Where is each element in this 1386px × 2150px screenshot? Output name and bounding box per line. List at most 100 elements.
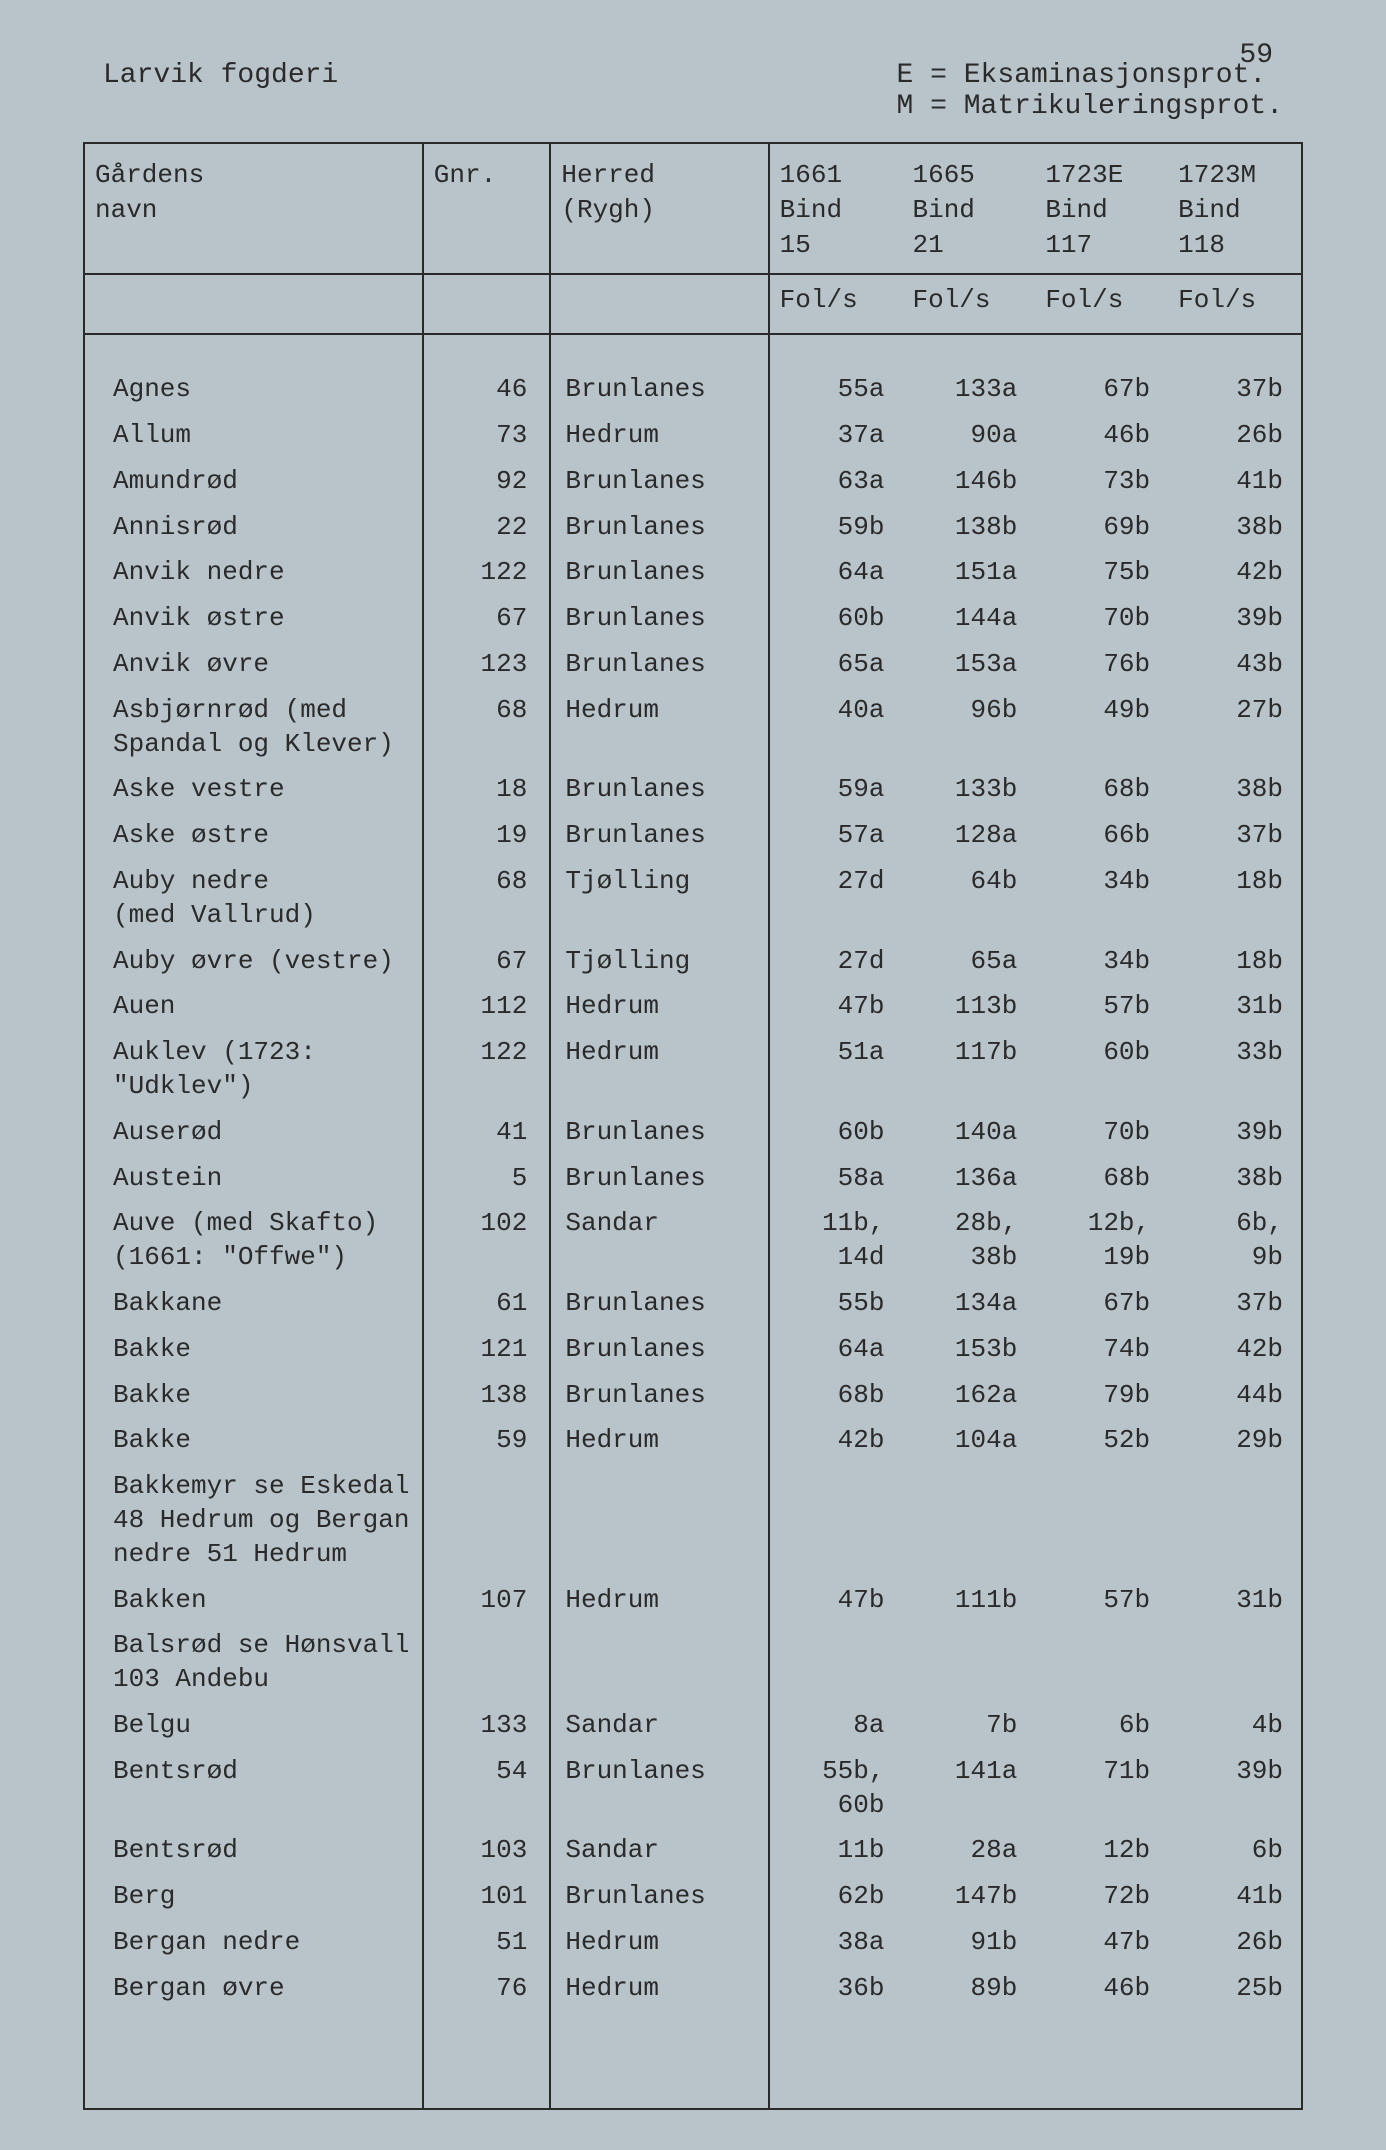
cell-1665: 136a xyxy=(902,1156,1035,1202)
cell-1661: 55b, 60b xyxy=(769,1749,903,1829)
cell-1723e: 74b xyxy=(1035,1327,1168,1373)
table-header: Gårdens navn Gnr. Herred (Rygh) 1661 Bin… xyxy=(85,144,1301,334)
cell-1723e: 67b xyxy=(1035,367,1168,413)
cell-1723m: 39b xyxy=(1168,596,1301,642)
cell-1723e: 46b xyxy=(1035,413,1168,459)
cell-gnr: 46 xyxy=(423,367,551,413)
header-row-1: Gårdens navn Gnr. Herred (Rygh) 1661 Bin… xyxy=(85,144,1301,274)
fols-1: Fol/s xyxy=(769,274,903,334)
cell-gnr: 59 xyxy=(423,1418,551,1464)
table-row: Bakkane61Brunlanes55b134a67b37b xyxy=(85,1281,1301,1327)
cell-1661: 37a xyxy=(769,413,903,459)
cell-name: Amundrød xyxy=(85,459,423,505)
cell-1661: 38a xyxy=(769,1920,903,1966)
cell-herred: Brunlanes xyxy=(550,1874,768,1920)
cell-1661: 60b xyxy=(769,596,903,642)
cell-1723m: 41b xyxy=(1168,459,1301,505)
table-row: Auby nedre (med Vallrud)68Tjølling27d64b… xyxy=(85,859,1301,939)
cell-1665: 140a xyxy=(902,1110,1035,1156)
cell-1665: 28b, 38b xyxy=(902,1201,1035,1281)
table-row: Balsrød se Hønsvall 103 Andebu xyxy=(85,1623,1301,1703)
cell-1723m: 29b xyxy=(1168,1418,1301,1464)
cell-1665: 91b xyxy=(902,1920,1035,1966)
cell-herred: Brunlanes xyxy=(550,550,768,596)
cell-herred: Tjølling xyxy=(550,939,768,985)
table-row: Bakke138Brunlanes68b162a79b44b xyxy=(85,1373,1301,1419)
cell-herred: Hedrum xyxy=(550,1966,768,2012)
table-container: Gårdens navn Gnr. Herred (Rygh) 1661 Bin… xyxy=(83,142,1303,2110)
fols-4: Fol/s xyxy=(1168,274,1301,334)
cell-1723e: 69b xyxy=(1035,505,1168,551)
cell-1723m: 37b xyxy=(1168,813,1301,859)
spacer-row xyxy=(85,2076,1301,2108)
cell-name: Auen xyxy=(85,984,423,1030)
cell-1723e: 70b xyxy=(1035,1110,1168,1156)
cell-1723m: 25b xyxy=(1168,1966,1301,2012)
col-herred-l1: Herred xyxy=(561,160,655,190)
cell-herred: Brunlanes xyxy=(550,1156,768,1202)
cell-name: Austein xyxy=(85,1156,423,1202)
cell-herred: Hedrum xyxy=(550,1030,768,1110)
cell-1723e xyxy=(1035,1464,1168,1577)
spacer-row xyxy=(85,334,1301,367)
cell-1665: 7b xyxy=(902,1703,1035,1749)
cell-1665: 111b xyxy=(902,1578,1035,1624)
table-row: Amundrød92Brunlanes63a146b73b41b xyxy=(85,459,1301,505)
cell-herred: Brunlanes xyxy=(550,1281,768,1327)
table-row: Bergan nedre51Hedrum38a91b47b26b xyxy=(85,1920,1301,1966)
cell-name: Auserød xyxy=(85,1110,423,1156)
cell-gnr: 51 xyxy=(423,1920,551,1966)
cell-gnr: 122 xyxy=(423,1030,551,1110)
cell-1723m: 27b xyxy=(1168,688,1301,768)
cell-gnr: 41 xyxy=(423,1110,551,1156)
cell-1661: 62b xyxy=(769,1874,903,1920)
cell-1723e: 49b xyxy=(1035,688,1168,768)
header-legend: E = Eksaminasjonsprot. M = Matrikulering… xyxy=(897,60,1283,122)
cell-herred: Hedrum xyxy=(550,688,768,768)
cell-herred: Brunlanes xyxy=(550,596,768,642)
cell-herred: Hedrum xyxy=(550,1578,768,1624)
table-row: Anvik øvre123Brunlanes65a153a76b43b xyxy=(85,642,1301,688)
cell-1723m: 39b xyxy=(1168,1749,1301,1829)
table-row: Auby øvre (vestre)67Tjølling27d65a34b18b xyxy=(85,939,1301,985)
cell-name: Agnes xyxy=(85,367,423,413)
fols-2: Fol/s xyxy=(902,274,1035,334)
cell-1723e: 34b xyxy=(1035,859,1168,939)
cell-1665: 162a xyxy=(902,1373,1035,1419)
cell-1723e: 76b xyxy=(1035,642,1168,688)
col-1665-header: 1665 Bind 21 xyxy=(902,144,1035,274)
cell-1723e: 46b xyxy=(1035,1966,1168,2012)
cell-1723m: 42b xyxy=(1168,1327,1301,1373)
cell-1723e: 47b xyxy=(1035,1920,1168,1966)
farm-index-table: Gårdens navn Gnr. Herred (Rygh) 1661 Bin… xyxy=(85,144,1301,2108)
table-row: Bakke121Brunlanes64a153b74b42b xyxy=(85,1327,1301,1373)
cell-gnr: 68 xyxy=(423,859,551,939)
cell-1723e: 68b xyxy=(1035,767,1168,813)
table-row: Auklev (1723: "Udklev")122Hedrum51a117b6… xyxy=(85,1030,1301,1110)
cell-herred xyxy=(550,1623,768,1703)
page-header: Larvik fogderi E = Eksaminasjonsprot. M … xyxy=(43,40,1343,122)
cell-name: Bentsrød xyxy=(85,1749,423,1829)
cell-1723m: 18b xyxy=(1168,939,1301,985)
cell-1661: 60b xyxy=(769,1110,903,1156)
cell-1723m: 31b xyxy=(1168,1578,1301,1624)
cell-name: Asbjørnrød (med Spandal og Klever) xyxy=(85,688,423,768)
cell-1661: 64a xyxy=(769,550,903,596)
cell-herred: Sandar xyxy=(550,1703,768,1749)
cell-1661 xyxy=(769,1464,903,1577)
cell-1661: 63a xyxy=(769,459,903,505)
cell-1723m: 38b xyxy=(1168,767,1301,813)
cell-herred: Tjølling xyxy=(550,859,768,939)
col-herred-header: Herred (Rygh) xyxy=(550,144,768,274)
cell-1723e: 75b xyxy=(1035,550,1168,596)
cell-1665: 147b xyxy=(902,1874,1035,1920)
cell-name: Anvik nedre xyxy=(85,550,423,596)
cell-gnr: 103 xyxy=(423,1828,551,1874)
cell-herred: Brunlanes xyxy=(550,1110,768,1156)
cell-1723m: 38b xyxy=(1168,1156,1301,1202)
cell-1661 xyxy=(769,1623,903,1703)
cell-name: Bakken xyxy=(85,1578,423,1624)
cell-1723e: 79b xyxy=(1035,1373,1168,1419)
cell-gnr: 22 xyxy=(423,505,551,551)
cell-herred: Hedrum xyxy=(550,1920,768,1966)
